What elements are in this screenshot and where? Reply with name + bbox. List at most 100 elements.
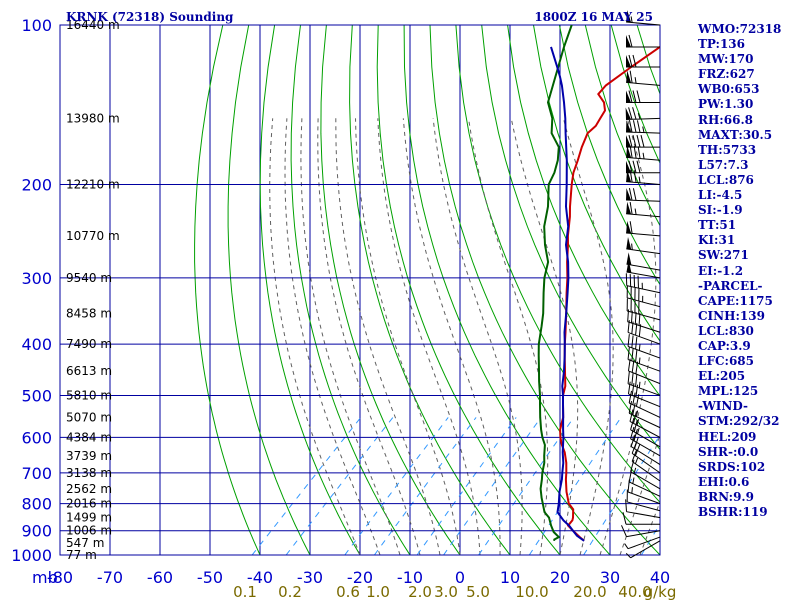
index-entry: MW:170 [698,52,754,67]
index-entry: LFC:685 [698,354,754,369]
wind-barb [626,237,661,255]
wind-barb [626,135,660,148]
wind-barb [626,220,661,237]
index-entry: EHI:0.6 [698,474,750,489]
height-label: 7490 m [66,337,112,351]
height-label: 547 m [66,536,104,550]
height-label: 8458 m [66,306,112,320]
wind-barb [625,107,661,121]
mixing-ratio-label: 2.0 [408,583,432,600]
wind-barb [627,334,661,359]
height-label: 10770 m [66,229,120,243]
index-entry: HEL:209 [698,429,757,444]
moist-adiabat [432,118,523,555]
wind-barb [626,10,661,26]
wind-barb [626,169,661,186]
mixing-ratio-line [285,417,394,555]
chart-grid [60,25,660,555]
height-label: 5070 m [66,410,112,424]
dry-adiabat [349,25,511,555]
wind-barb [626,34,660,48]
index-entry: SW:271 [698,248,749,263]
wind-barb [624,536,661,550]
wind-barb [625,540,661,559]
moist-adiabat [335,118,441,555]
indices-panel: WMO:72318 TP:136 MW:170 FRZ:627 WB0:653 PW:1.… [698,22,798,520]
temperature-tick-label: -20 [347,568,373,587]
index-entry: WB0:653 [698,82,760,97]
dry-adiabat [227,25,311,555]
index-entry: BRN:9.9 [698,489,754,504]
index-entry: EI:-1.2 [698,263,744,278]
wind-barb [630,417,661,448]
mixing-ratio-label: 1.0 [366,583,390,600]
dry-adiabat [259,25,361,555]
index-entry: PW:1.30 [698,97,754,112]
wind-barb [626,188,661,202]
dry-adiabat [558,25,660,286]
height-label: 12210 m [66,178,120,192]
mixing-ratio-label: 3.0 [434,583,458,600]
wind-barb [626,54,660,68]
pressure-tick-label: 900 [21,522,52,541]
moist-adiabat [317,118,421,555]
moist-adiabat [402,118,501,555]
temperature-tick-label: -30 [297,568,323,587]
dry-adiabat [290,25,411,555]
index-entry: FRZ:627 [698,67,755,82]
temperature-profile [559,45,660,542]
height-label: 9540 m [66,271,112,285]
dewpoint-profile [537,25,573,541]
wind-barb [631,449,661,482]
mixing-ratio-unit: g/kg [644,583,677,600]
height-label: 3138 m [66,466,112,480]
index-entry: SHR-:0.0 [698,444,759,459]
wind-barb [630,434,661,465]
index-entry: CINH:139 [698,308,765,323]
pressure-axis-label: mb [32,568,58,587]
mixing-ratio-line [416,417,517,555]
moist-adiabat [562,118,614,555]
index-entry: WMO:72318 [698,22,782,36]
temperature-tick-label: -40 [247,568,273,587]
wind-barb [627,479,661,505]
moist-adiabat [510,118,579,555]
dry-adiabat [376,25,561,555]
temperature-tick-label: 20 [550,568,570,587]
index-entry: STM:292/32 [698,414,780,429]
mixing-ratio-line [251,417,362,555]
wind-barb [626,70,661,86]
index-entry: LCL:876 [698,172,754,187]
temperature-tick-label: 40 [650,568,670,587]
moist-adiabat [377,118,481,555]
moist-adiabat [599,118,657,555]
temperature-tick-label: 30 [600,568,620,587]
height-label: 77 m [66,548,97,562]
index-entry: CAP:3.9 [698,338,751,353]
index-entry: BSHR:119 [698,505,768,519]
wind-barb [626,145,661,161]
wind-barb [629,409,661,438]
height-label: 2016 m [66,497,112,511]
index-entry: KI:31 [698,233,736,248]
index-entry: RH:66.8 [698,112,753,127]
mixing-ratio-label: 5.0 [466,583,490,600]
index-entry: -WIND- [698,399,748,414]
chart-time: 1800Z 16 MAY 25 [534,10,653,24]
mixing-ratio-label: 0.2 [278,583,302,600]
temperature-tick-label: 10 [500,568,520,587]
dry-adiabat [403,25,611,555]
height-label: 5810 m [66,388,112,402]
pressure-tick-label: 600 [21,428,52,447]
moist-adiabat [269,118,361,555]
dry-adiabat [533,25,660,342]
moist-adiabat [284,118,381,555]
pressure-tick-label: 500 [21,386,52,405]
pressure-tick-label: 800 [21,495,52,514]
dry-adiabat [455,25,660,504]
pressure-tick-label: 200 [21,176,52,195]
wind-barb [626,201,661,218]
index-entry: SRDS:102 [698,459,766,474]
temperature-tick-label: -60 [147,568,173,587]
